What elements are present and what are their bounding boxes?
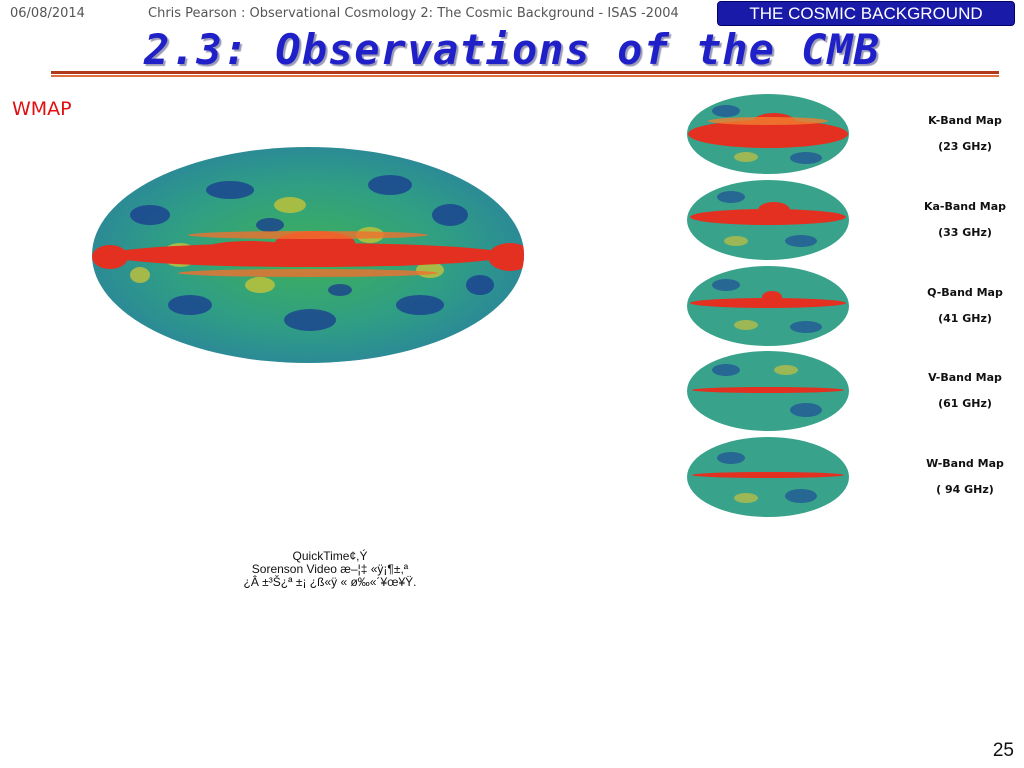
k-band-map xyxy=(687,94,849,174)
w-band-map xyxy=(687,437,849,517)
section-label: WMAP xyxy=(12,98,72,120)
q-band-frequency: (41 GHz) xyxy=(938,312,992,325)
w-band-label: W-Band Map xyxy=(926,457,1004,470)
k-band-frequency: (23 GHz) xyxy=(938,140,992,153)
slide-author-course: Chris Pearson : Observational Cosmology … xyxy=(148,6,679,21)
slide-date: 06/08/2014 xyxy=(10,6,85,21)
q-band-map xyxy=(687,266,849,346)
section-badge: THE COSMIC BACKGROUND xyxy=(717,1,1015,26)
slide-title: 2.3: Observations of the CMB xyxy=(143,25,880,74)
v-band-frequency: (61 GHz) xyxy=(938,397,992,410)
quicktime-placeholder: QuickTime¢,Ý Sorenson Video æ–¦‡ «ÿ¡¶±,ª… xyxy=(200,550,460,589)
v-band-map xyxy=(687,351,849,431)
ka-band-frequency: (33 GHz) xyxy=(938,226,992,239)
w-band-frequency: ( 94 GHz) xyxy=(936,483,994,496)
title-rule-accent xyxy=(51,75,999,77)
k-band-label: K-Band Map xyxy=(928,114,1002,127)
quicktime-line-1: QuickTime¢,Ý xyxy=(292,549,368,563)
wmap-full-sky-map xyxy=(92,147,524,363)
ka-band-map xyxy=(687,180,849,260)
v-band-label: V-Band Map xyxy=(928,371,1002,384)
q-band-label: Q-Band Map xyxy=(927,286,1003,299)
page-number: 25 xyxy=(992,740,1014,761)
quicktime-line-2: Sorenson Video æ–¦‡ «ÿ¡¶±,ª xyxy=(251,562,409,576)
title-rule xyxy=(51,71,999,74)
ka-band-label: Ka-Band Map xyxy=(923,200,1007,213)
quicktime-line-3: ¿Â ±³Š¿ª ±¡ ¿ß«ÿ « ø‰«´¥œ¥Ÿ. xyxy=(243,575,417,589)
